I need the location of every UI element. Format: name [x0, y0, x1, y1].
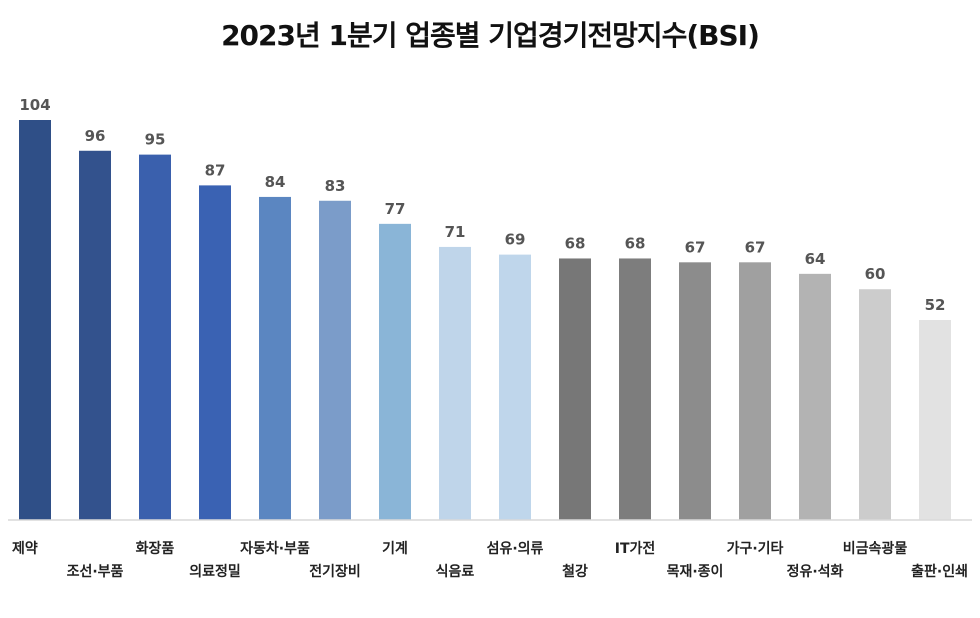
value-label-8: 71	[445, 223, 466, 241]
category-label-3: 화장품	[136, 540, 175, 557]
value-label-12: 67	[685, 238, 706, 256]
bar-9	[499, 254, 531, 520]
chart-title: 2023년 1분기 업종별 기업경기전망지수(BSI)	[221, 19, 760, 52]
bar-3	[139, 154, 171, 520]
category-label-13: 가구·기타	[727, 541, 784, 557]
value-label-6: 83	[325, 177, 346, 195]
value-label-2: 96	[85, 127, 106, 145]
category-label-1: 제약	[12, 540, 38, 557]
category-label-15: 비금속광물	[843, 540, 908, 557]
category-label-11: IT가전	[615, 540, 656, 557]
category-label-16: 출판·인쇄	[911, 563, 968, 580]
bar-14	[799, 273, 831, 520]
value-label-5: 84	[265, 173, 286, 191]
category-label-7: 기계	[382, 541, 408, 557]
category-label-14: 정유·석화	[787, 563, 844, 580]
value-label-4: 87	[205, 161, 226, 179]
bar-12	[679, 262, 711, 520]
bar-13	[739, 262, 771, 520]
category-label-12: 목재·종이	[667, 563, 724, 580]
bar-4	[199, 185, 231, 520]
value-label-9: 69	[505, 231, 526, 249]
bar-5	[259, 196, 291, 520]
value-label-13: 67	[745, 238, 766, 256]
bar-7	[379, 223, 411, 520]
bar-11	[619, 258, 651, 520]
bar-2	[79, 150, 111, 520]
category-label-4: 의료정밀	[189, 563, 241, 580]
value-labels-group: 104 96 95 87 84 83 77 71 69 68 68 67 67 64 60 52	[19, 96, 945, 314]
value-label-3: 95	[145, 131, 166, 149]
value-label-15: 60	[865, 265, 886, 283]
bar-16	[919, 320, 951, 520]
bar-10	[559, 258, 591, 520]
value-label-11: 68	[625, 234, 646, 252]
category-label-6: 전기장비	[309, 563, 361, 580]
value-label-1: 104	[19, 96, 50, 114]
bar-6	[319, 200, 351, 520]
bars-group	[19, 120, 951, 520]
category-label-5: 자동차·부품	[240, 541, 310, 557]
category-label-9: 섬유·의류	[487, 540, 544, 557]
bar-1	[19, 120, 51, 520]
value-label-16: 52	[925, 296, 946, 314]
bar-8	[439, 246, 471, 520]
category-label-10: 철강	[562, 563, 588, 580]
category-label-8: 식음료	[436, 564, 475, 580]
value-label-10: 68	[565, 234, 586, 252]
value-label-14: 64	[805, 250, 826, 268]
bar-15	[859, 289, 891, 520]
value-label-7: 77	[385, 200, 406, 218]
category-label-2: 조선·부품	[67, 564, 124, 580]
